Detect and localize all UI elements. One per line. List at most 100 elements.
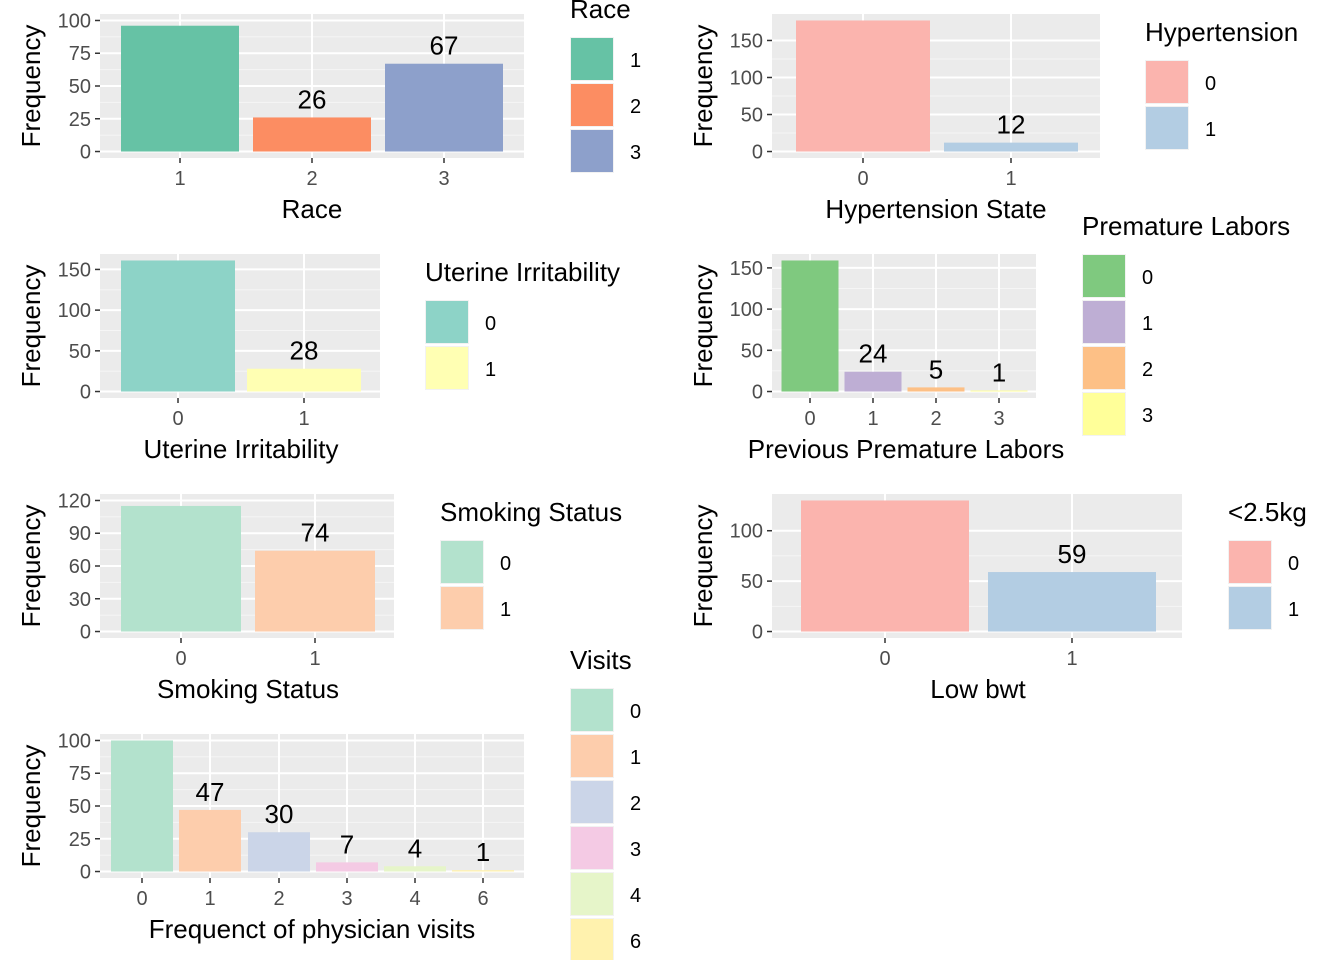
x-tick-label: 2	[273, 888, 284, 910]
x-tick-label: 0	[857, 168, 868, 190]
legend-title: Visits	[570, 645, 632, 675]
bar-3	[970, 390, 1028, 392]
y-tick-label: 120	[58, 490, 91, 512]
legend-title: Uterine Irritability	[425, 257, 620, 287]
legend-title: Premature Labors	[1082, 211, 1290, 241]
x-tick-label: 0	[879, 648, 890, 670]
legend-swatch-0	[426, 301, 468, 343]
x-axis-title: Smoking Status	[157, 674, 339, 704]
legend-label: 0	[1142, 267, 1153, 289]
legend-title: <2.5kg	[1228, 497, 1307, 527]
x-tick-label: 0	[804, 408, 815, 430]
bar-3	[385, 63, 503, 152]
y-tick-label: 75	[69, 43, 91, 65]
legend-swatch-2	[571, 781, 613, 823]
legend-label: 3	[1142, 405, 1153, 427]
y-tick-label: 0	[80, 142, 91, 164]
bar-6	[452, 870, 514, 872]
legend-swatch-1	[571, 38, 613, 80]
x-tick-label: 1	[1066, 648, 1077, 670]
x-axis-title: Low bwt	[930, 674, 1026, 704]
bar-2	[248, 832, 310, 872]
x-axis-title: Hypertension State	[825, 194, 1046, 224]
y-tick-label: 100	[730, 67, 763, 89]
x-tick-label: 2	[930, 408, 941, 430]
y-tick-label: 0	[80, 862, 91, 884]
legend-swatch-1	[571, 735, 613, 777]
bar-0	[121, 260, 235, 392]
x-axis-title: Uterine Irritability	[143, 434, 338, 464]
legend-swatch-0	[1229, 541, 1271, 583]
data-label: 1	[476, 837, 490, 867]
y-tick-label: 90	[69, 523, 91, 545]
data-label: 74	[301, 518, 330, 548]
legend-label: 6	[630, 931, 641, 953]
y-tick-label: 0	[80, 382, 91, 404]
y-tick-label: 0	[752, 382, 763, 404]
x-tick-label: 3	[341, 888, 352, 910]
chart-panel-6: 0 50 100 0 1 59 Low bwt Frequency <2.5kg 0 1	[688, 494, 1307, 704]
bar-1	[247, 368, 361, 392]
legend-swatch-1	[441, 587, 483, 629]
bar-1	[121, 25, 239, 152]
y-tick-label: 150	[730, 30, 763, 52]
x-tick-label: 1	[298, 408, 309, 430]
legend-label: 2	[630, 96, 641, 118]
legend-label: 3	[630, 839, 641, 861]
legend-label: 2	[630, 793, 641, 815]
legend-swatch-1	[426, 347, 468, 389]
legend-swatch-1	[1083, 301, 1125, 343]
x-tick-label: 1	[204, 888, 215, 910]
x-tick-label: 1	[1005, 168, 1016, 190]
y-tick-label: 100	[730, 299, 763, 321]
data-label: 28	[290, 336, 319, 366]
data-label: 4	[408, 833, 422, 863]
bar-2	[907, 387, 965, 392]
chart-panel-4: 0 50 100 150 0 1 2 3 24 5 1 Previous Premature Labo…	[688, 211, 1290, 464]
y-tick-label: 50	[69, 76, 91, 98]
x-axis-title: Frequenct of physician visits	[149, 914, 476, 944]
legend-label: 0	[500, 553, 511, 575]
legend-label: 4	[630, 885, 641, 907]
x-tick-label: 1	[867, 408, 878, 430]
y-tick-label: 150	[730, 258, 763, 280]
legend-swatch-0	[571, 689, 613, 731]
bar-1	[988, 572, 1156, 632]
x-axis-title: Race	[282, 194, 343, 224]
y-tick-label: 50	[741, 571, 763, 593]
bar-2	[253, 117, 371, 152]
data-label: 5	[929, 354, 943, 384]
y-tick-label: 25	[69, 829, 91, 851]
y-axis-title: Frequency	[688, 25, 718, 148]
legend-title: Smoking Status	[440, 497, 622, 527]
x-tick-label: 0	[136, 888, 147, 910]
x-tick-label: 1	[309, 648, 320, 670]
legend-swatch-1	[1146, 107, 1188, 149]
x-tick-label: 6	[477, 888, 488, 910]
y-tick-label: 100	[58, 10, 91, 32]
bar-1	[255, 550, 375, 632]
y-tick-label: 50	[741, 105, 763, 127]
legend-swatch-6	[571, 919, 613, 960]
bar-0	[121, 505, 241, 632]
legend-swatch-3	[571, 130, 613, 172]
chart-panel-5: 0 30 60 90 120 0 1 74 Smoking Status Frequency Smo…	[16, 490, 622, 704]
y-axis-title: Frequency	[688, 505, 718, 628]
legend-swatch-3	[1083, 393, 1125, 435]
x-tick-label: 4	[409, 888, 420, 910]
y-tick-label: 0	[80, 622, 91, 644]
legend-swatch-4	[571, 873, 613, 915]
y-tick-label: 100	[58, 300, 91, 322]
legend-label: 1	[630, 50, 641, 72]
data-label: 47	[196, 777, 225, 807]
legend-label: 1	[630, 747, 641, 769]
legend-label: 2	[1142, 359, 1153, 381]
data-label: 12	[997, 110, 1026, 140]
data-label: 67	[430, 31, 459, 61]
data-label: 7	[340, 829, 354, 859]
y-tick-label: 100	[58, 730, 91, 752]
x-tick-label: 3	[993, 408, 1004, 430]
chart-panel-3: 0 50 100 150 0 1 28 Uterine Irritability Frequen…	[16, 254, 620, 464]
